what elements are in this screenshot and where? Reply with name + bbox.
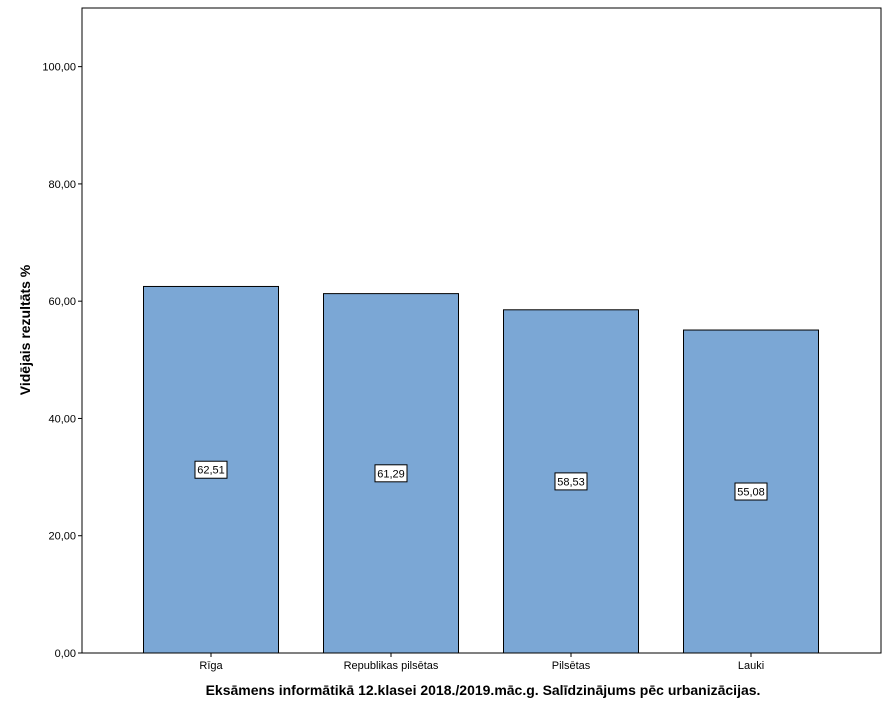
data-label-box [554,472,588,491]
x-tick-label: Rīga [199,660,223,672]
data-label: 61,29 [374,464,408,483]
y-axis: 0,00 20,00 40,00 60,00 80,00 100,00 [42,62,82,660]
y-tick-label: 20,00 [48,531,76,543]
x-tick-label: Pilsētas [552,660,591,672]
y-tick-label: 60,00 [48,296,76,308]
x-tick-label: Republikas pilsētas [344,660,439,672]
y-tick-label: 0,00 [55,648,76,660]
data-label: 62,51 [194,460,228,479]
x-axis-title: Eksāmens informātikā 12.klasei 2018./201… [206,682,761,698]
y-tick-label: 80,00 [48,179,76,191]
data-label-text: 55,08 [737,487,765,499]
data-label-text: 61,29 [377,468,405,480]
x-axis: Rīga Republikas pilsētas Pilsētas Lauki [199,653,764,672]
data-labels-layer: 62,51 61,29 58,53 55,08 [194,460,768,501]
data-label-text: 58,53 [557,476,585,488]
y-axis-title: Vidējais rezultāts % [17,264,33,395]
y-tick-label: 100,00 [42,62,76,74]
data-label-box [374,464,408,483]
data-label: 55,08 [734,482,768,501]
y-tick-label: 40,00 [48,413,76,425]
data-label-box [194,460,228,479]
x-tick-label: Lauki [738,660,764,672]
data-label-box [734,482,768,501]
data-label: 58,53 [554,472,588,491]
data-label-text: 62,51 [197,465,225,477]
